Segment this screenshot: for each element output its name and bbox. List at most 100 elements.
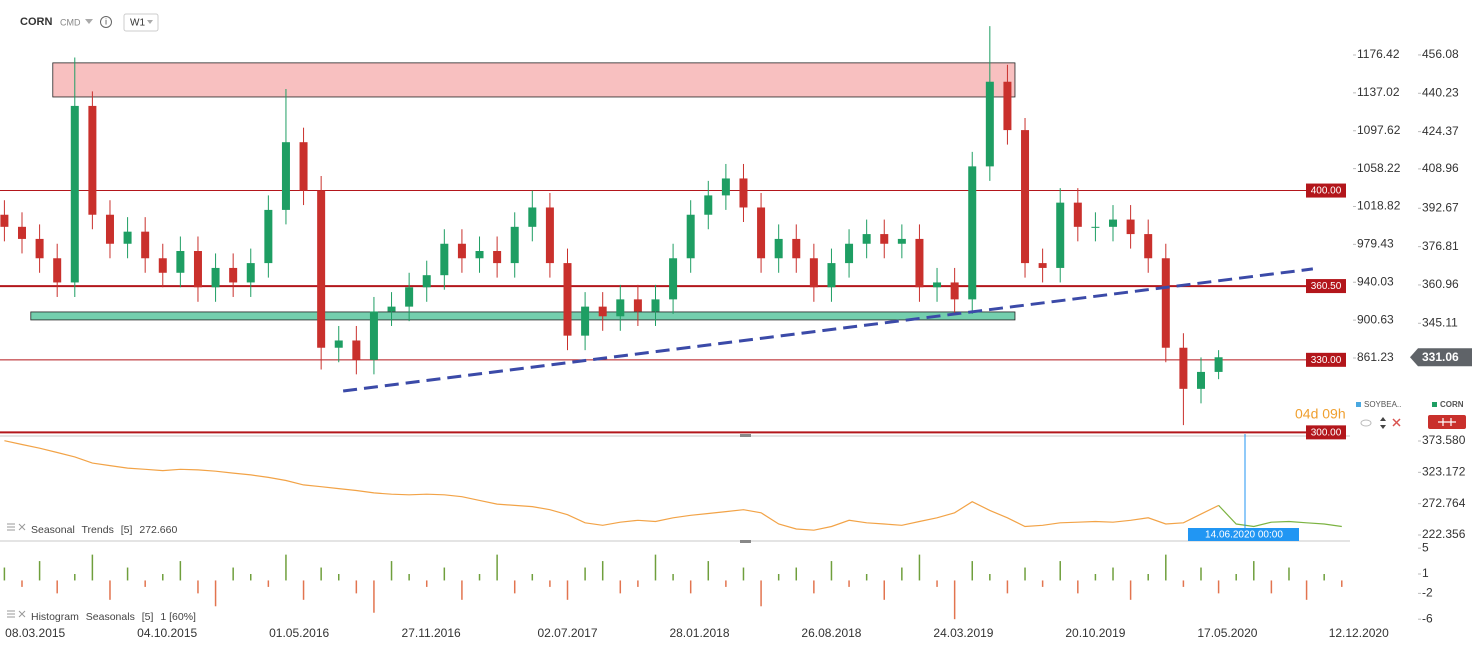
level-tag <box>1306 425 1346 440</box>
legend-swatch <box>1432 402 1437 407</box>
last-price: 331.06 <box>1422 350 1459 364</box>
candle-body <box>528 207 537 227</box>
cursor-label: 14.06.2020 00:00 <box>1205 530 1283 541</box>
candle-body <box>123 231 132 244</box>
candle-body <box>193 251 202 288</box>
candle-body <box>845 243 854 264</box>
candle-body <box>105 214 114 244</box>
x-tick-label: 01.05.2016 <box>269 626 329 640</box>
level-label: 330.00 <box>1311 355 1342 366</box>
y-tick-label: 345.11 <box>1422 315 1458 329</box>
candle-body <box>493 251 502 264</box>
candle-body <box>264 209 273 264</box>
y-tick-label: 861.23 <box>1357 350 1394 364</box>
candle-body <box>440 243 449 276</box>
legend-item[interactable]: CORN <box>1440 400 1464 409</box>
y-tick-label: 1 <box>1422 566 1429 580</box>
candle-body <box>1003 81 1012 131</box>
y-tick-label: 392.67 <box>1422 200 1459 214</box>
candle-body <box>405 287 414 307</box>
y-tick-label: 440.23 <box>1422 85 1459 99</box>
zone <box>52 62 1016 98</box>
dropdown-icon[interactable] <box>85 19 93 24</box>
candle-body <box>704 195 713 215</box>
order-icon[interactable] <box>1380 417 1386 429</box>
candle-body <box>1214 357 1223 372</box>
info-icon[interactable] <box>100 16 112 28</box>
candle-body <box>827 263 836 288</box>
menu-icon[interactable] <box>7 610 15 618</box>
interval-box[interactable] <box>123 13 159 32</box>
candle-body <box>880 234 889 244</box>
candle-body <box>88 105 97 215</box>
candle-body <box>1073 202 1082 227</box>
candle-body <box>581 306 590 336</box>
candle-body <box>633 299 642 312</box>
x-tick-label: 24.03.2019 <box>933 626 993 640</box>
level-label: 400.00 <box>1311 186 1342 197</box>
close-icon[interactable] <box>1392 418 1401 427</box>
y-tick-label: -2 <box>1422 586 1433 600</box>
candle-body <box>369 311 378 360</box>
candle-body <box>1056 202 1065 268</box>
candle-body <box>545 207 554 264</box>
candle-body <box>70 105 79 283</box>
candle-body <box>1091 226 1100 228</box>
candle-body <box>1161 258 1170 348</box>
panel-legend: Seasonal Trends [5] 272.660 <box>31 524 177 536</box>
y-tick-label: 373.580 <box>1422 433 1466 447</box>
candle-body <box>317 190 326 348</box>
info-glyph: i <box>105 18 107 27</box>
candle-body <box>229 267 238 283</box>
y-tick-label: 408.96 <box>1422 161 1459 175</box>
candle-body <box>1144 234 1153 259</box>
candle-body <box>669 258 678 300</box>
zone <box>30 311 1016 321</box>
candle-body <box>281 142 290 210</box>
x-tick-label: 28.01.2018 <box>669 626 729 640</box>
candle-body <box>1126 219 1135 235</box>
resize-handle[interactable] <box>740 540 751 543</box>
y-tick-label: 272.764 <box>1422 496 1466 510</box>
legend-item[interactable]: SOYBEA.. <box>1364 400 1401 409</box>
cursor-tag <box>1187 528 1299 541</box>
candle-body <box>598 306 607 317</box>
candle-body <box>739 178 748 208</box>
resize-handle[interactable] <box>740 434 751 437</box>
candle-body <box>862 234 871 244</box>
candle-body <box>1038 263 1047 268</box>
y-tick-label: 456.08 <box>1422 47 1459 61</box>
menu-icon[interactable] <box>7 523 15 531</box>
panel-legend: Histogram Seasonals [5] 1 [60%] <box>31 611 196 623</box>
candle-body <box>387 306 396 312</box>
eye-icon[interactable] <box>1360 419 1372 427</box>
candle-body <box>1109 219 1118 227</box>
close-icon[interactable] <box>18 610 26 618</box>
y-tick-label: 5 <box>1422 540 1429 554</box>
candle-body <box>510 226 519 264</box>
candle-body <box>774 238 783 259</box>
candle-body <box>1179 347 1188 389</box>
x-tick-label: 26.08.2018 <box>801 626 861 640</box>
candle-body <box>616 299 625 317</box>
x-tick-label: 12.12.2020 <box>1329 626 1389 640</box>
y-tick-label: 900.63 <box>1357 312 1394 326</box>
market: CMD <box>60 17 81 27</box>
dropdown-icon <box>147 20 153 24</box>
candle-body <box>1196 371 1205 389</box>
y-tick-label: 360.96 <box>1422 277 1459 291</box>
x-tick-label: 08.03.2015 <box>5 626 65 640</box>
legend-button-icon <box>1438 418 1456 426</box>
x-tick-label: 17.05.2020 <box>1197 626 1257 640</box>
x-tick-label: 20.10.2019 <box>1065 626 1125 640</box>
candle-body <box>35 238 44 259</box>
close-icon[interactable] <box>18 523 26 531</box>
level-tag <box>1306 183 1346 198</box>
candle-body <box>792 238 801 259</box>
x-tick-label: 02.07.2017 <box>537 626 597 640</box>
symbol[interactable]: CORN <box>20 16 52 28</box>
candle-body <box>334 340 343 348</box>
y-tick-label: 222.356 <box>1422 527 1466 541</box>
